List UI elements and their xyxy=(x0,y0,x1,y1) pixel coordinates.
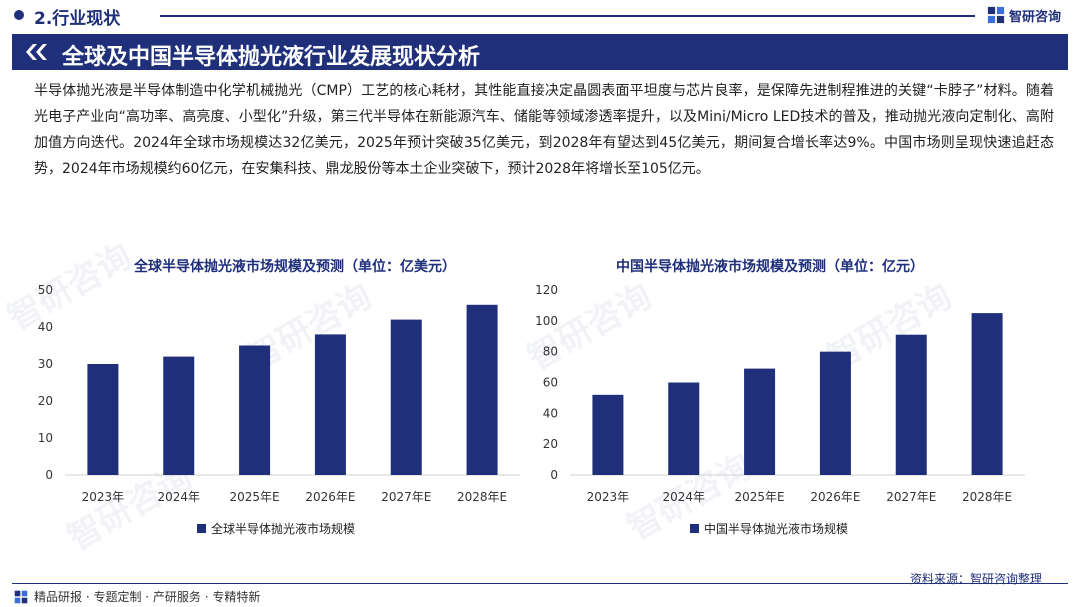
page-title: 全球及中国半导体抛光液行业发展现状分析 xyxy=(62,45,481,70)
y-tick-label: 30 xyxy=(38,357,53,371)
y-tick-label: 20 xyxy=(543,437,558,451)
x-tick-label: 2023年 xyxy=(587,490,630,504)
legend-swatch xyxy=(690,524,699,533)
global-market-bar-chart: 0 10 20 30 40 50 2023年 2024年 2025年E 2026年E 2027年E 2… xyxy=(38,283,520,504)
legend-global: 全球半导体抛光液市场规模 xyxy=(197,520,355,537)
x-tick-label: 2026年E xyxy=(305,490,355,504)
bar xyxy=(971,313,1003,475)
legend-label: 中国半导体抛光液市场规模 xyxy=(704,522,849,536)
header-divider xyxy=(160,15,975,17)
bar xyxy=(390,319,422,475)
x-tick-label: 2026年E xyxy=(810,490,860,504)
y-tick-label: 0 xyxy=(550,468,558,482)
brand-logo-icon xyxy=(987,6,1005,24)
double-chevron-icon xyxy=(26,44,47,60)
y-tick-label: 80 xyxy=(543,345,558,359)
chart-title-china: 中国半导体抛光液市场规模及预测（单位：亿元） xyxy=(616,259,924,275)
y-tick-label: 40 xyxy=(543,406,558,420)
bar xyxy=(668,382,700,475)
x-tick-label: 2025年E xyxy=(735,490,785,504)
top-bar: 2.行业现状 智研咨询 xyxy=(0,0,1080,32)
legend-label: 全球半导体抛光液市场规模 xyxy=(211,522,356,536)
china-market-bar-chart: 0 20 40 60 80 100 120 2023年 2024年 2025年E 2026年E 202… xyxy=(535,283,1025,504)
x-tick-label: 2024年 xyxy=(157,490,200,504)
x-tick-label: 2028年E xyxy=(457,490,507,504)
y-tick-label: 10 xyxy=(38,431,53,445)
y-tick-label: 0 xyxy=(45,468,53,482)
footer-divider xyxy=(12,583,1068,584)
brand-logo-icon xyxy=(14,590,28,603)
x-tick-label: 2027年E xyxy=(381,490,431,504)
section-bullet-icon xyxy=(14,10,24,20)
legend-china: 中国半导体抛光液市场规模 xyxy=(690,520,848,537)
brand-name: 智研咨询 xyxy=(1009,9,1062,25)
y-tick-label: 20 xyxy=(38,394,53,408)
brand: 智研咨询 xyxy=(987,5,1061,25)
x-tick-label: 2025年E xyxy=(230,490,280,504)
bar xyxy=(895,334,927,475)
legend-swatch xyxy=(197,524,206,533)
bar xyxy=(87,364,119,475)
y-tick-label: 60 xyxy=(543,376,558,390)
x-tick-label: 2024年 xyxy=(662,490,705,504)
footer-services: 精品研报 · 专题定制 · 产研服务 · 专精特新 xyxy=(14,588,260,605)
y-tick-label: 120 xyxy=(535,283,558,297)
data-source: 资料来源：智研咨询整理 xyxy=(909,572,1042,586)
y-tick-label: 100 xyxy=(535,314,558,328)
chart-title-global: 全球半导体抛光液市场规模及预测（单位：亿美元） xyxy=(134,259,456,275)
bar xyxy=(239,345,271,475)
x-tick-label: 2028年E xyxy=(962,490,1012,504)
footer-services-text: 精品研报 · 专题定制 · 产研服务 · 专精特新 xyxy=(34,590,261,604)
bar xyxy=(163,356,195,475)
bar xyxy=(314,334,346,475)
section-title: 2.行业现状 xyxy=(34,9,121,29)
y-tick-label: 40 xyxy=(38,320,53,334)
bar xyxy=(744,368,776,475)
bar xyxy=(592,394,624,475)
bar xyxy=(466,304,498,475)
bar xyxy=(819,351,851,475)
intro-paragraph: 半导体抛光液是半导体制造中化学机械抛光（CMP）工艺的核心耗材，其性能直接决定晶… xyxy=(34,83,1054,177)
title-banner: 全球及中国半导体抛光液行业发展现状分析 xyxy=(12,34,1068,70)
x-tick-label: 2023年 xyxy=(82,490,125,504)
x-tick-label: 2027年E xyxy=(886,490,936,504)
y-tick-label: 50 xyxy=(38,283,53,297)
